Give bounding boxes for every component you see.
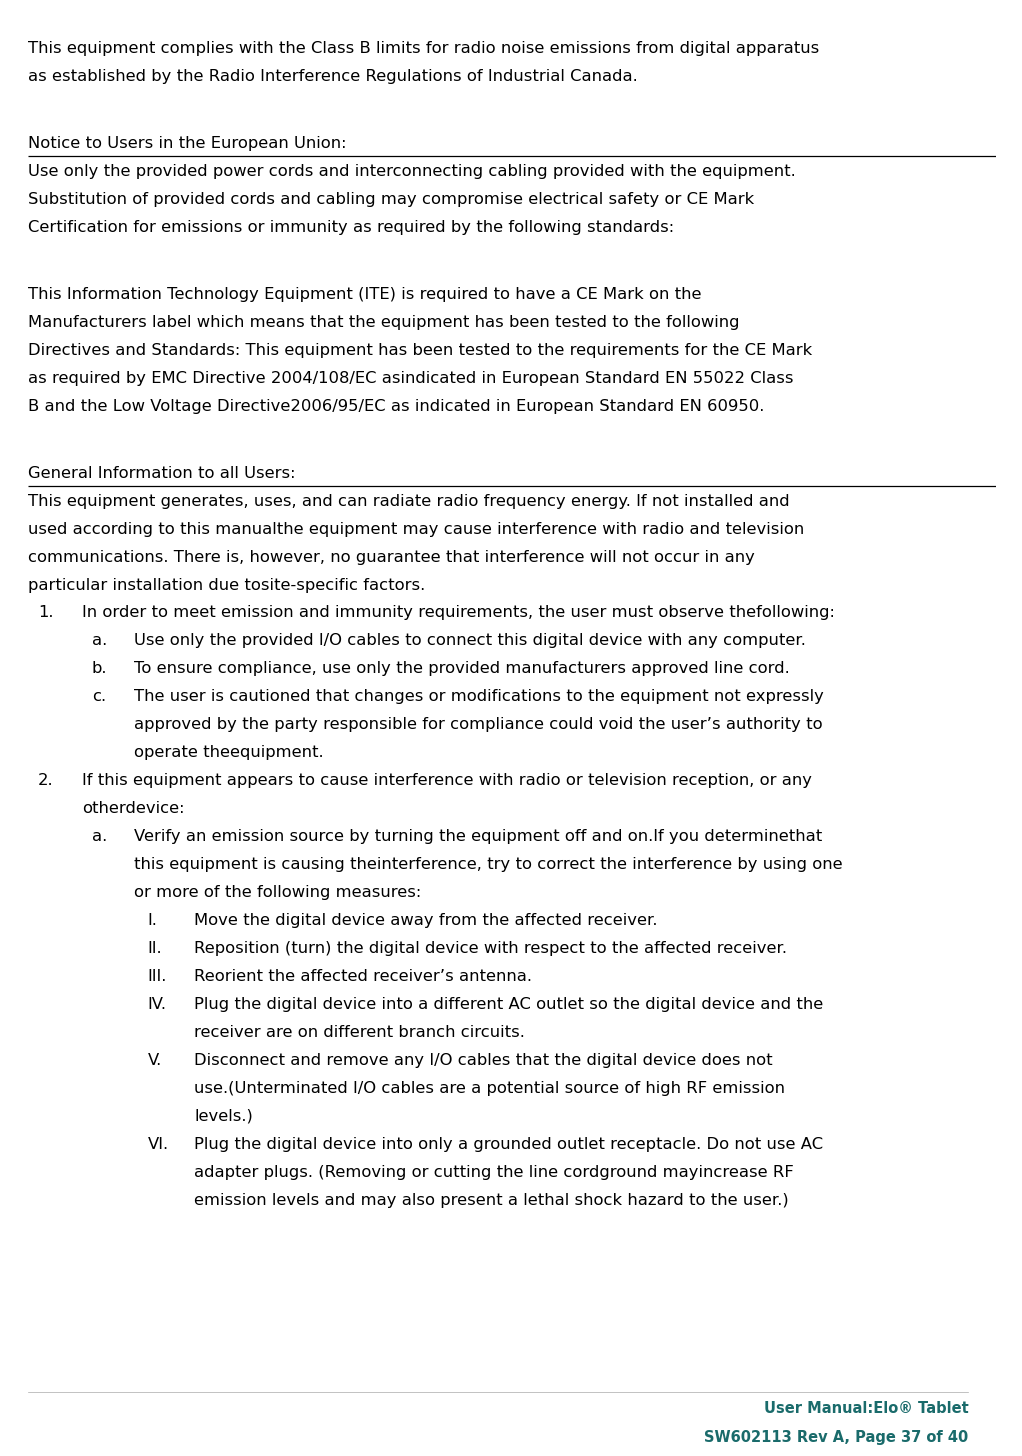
Text: III.: III.: [147, 968, 167, 984]
Text: 1.: 1.: [38, 606, 53, 620]
Text: c.: c.: [92, 689, 106, 705]
Text: Use only the provided I/O cables to connect this digital device with any compute: Use only the provided I/O cables to conn…: [135, 633, 806, 648]
Text: In order to meet emission and immunity requirements, the user must observe thefo: In order to meet emission and immunity r…: [82, 606, 835, 620]
Text: operate theequipment.: operate theequipment.: [135, 745, 324, 760]
Text: use.(Unterminated I/O cables are a potential source of high RF emission: use.(Unterminated I/O cables are a poten…: [194, 1080, 785, 1096]
Text: General Information to all Users:: General Information to all Users:: [28, 466, 295, 480]
Text: approved by the party responsible for compliance could void the user’s authority: approved by the party responsible for co…: [135, 718, 823, 732]
Text: If this equipment appears to cause interference with radio or television recepti: If this equipment appears to cause inter…: [82, 773, 811, 788]
Text: Use only the provided power cords and interconnecting cabling provided with the : Use only the provided power cords and in…: [28, 163, 796, 179]
Text: SW602113 Rev A, Page 37 of 40: SW602113 Rev A, Page 37 of 40: [704, 1430, 968, 1444]
Text: Substitution of provided cords and cabling may compromise electrical safety or C: Substitution of provided cords and cabli…: [28, 192, 754, 207]
Text: Manufacturers label which means that the equipment has been tested to the follow: Manufacturers label which means that the…: [28, 314, 739, 329]
Text: Certification for emissions or immunity as required by the following standards:: Certification for emissions or immunity …: [28, 220, 675, 234]
Text: a.: a.: [92, 633, 107, 648]
Text: Disconnect and remove any I/O cables that the digital device does not: Disconnect and remove any I/O cables tha…: [194, 1053, 773, 1067]
Text: Reorient the affected receiver’s antenna.: Reorient the affected receiver’s antenna…: [194, 968, 532, 984]
Text: Directives and Standards: This equipment has been tested to the requirements for: Directives and Standards: This equipment…: [28, 342, 812, 358]
Text: VI.: VI.: [147, 1137, 169, 1152]
Text: II.: II.: [147, 941, 162, 957]
Text: I.: I.: [147, 913, 157, 927]
Text: otherdevice:: otherdevice:: [82, 801, 184, 817]
Text: Move the digital device away from the affected receiver.: Move the digital device away from the af…: [194, 913, 658, 927]
Text: receiver are on different branch circuits.: receiver are on different branch circuit…: [194, 1025, 525, 1040]
Text: To ensure compliance, use only the provided manufacturers approved line cord.: To ensure compliance, use only the provi…: [135, 661, 790, 677]
Text: emission levels and may also present a lethal shock hazard to the user.): emission levels and may also present a l…: [194, 1192, 789, 1207]
Text: particular installation due tosite-specific factors.: particular installation due tosite-speci…: [28, 578, 425, 593]
Text: This equipment complies with the Class B limits for radio noise emissions from d: This equipment complies with the Class B…: [28, 41, 820, 55]
Text: a.: a.: [92, 828, 107, 844]
Text: adapter plugs. (Removing or cutting the line cordground mayincrease RF: adapter plugs. (Removing or cutting the …: [194, 1165, 794, 1179]
Text: communications. There is, however, no guarantee that interference will not occur: communications. There is, however, no gu…: [28, 549, 755, 565]
Text: used according to this manualthe equipment may cause interference with radio and: used according to this manualthe equipme…: [28, 521, 804, 537]
Text: IV.: IV.: [147, 997, 167, 1012]
Text: as required by EMC Directive 2004/108/EC asindicated in European Standard EN 550: as required by EMC Directive 2004/108/EC…: [28, 371, 793, 386]
Text: Plug the digital device into a different AC outlet so the digital device and the: Plug the digital device into a different…: [194, 997, 824, 1012]
Text: Verify an emission source by turning the equipment off and on.If you determineth: Verify an emission source by turning the…: [135, 828, 823, 844]
Text: V.: V.: [147, 1053, 161, 1067]
Text: User Manual:Elo® Tablet: User Manual:Elo® Tablet: [763, 1401, 968, 1415]
Text: levels.): levels.): [194, 1108, 253, 1124]
Text: or more of the following measures:: or more of the following measures:: [135, 885, 422, 900]
Text: this equipment is causing theinterference, try to correct the interference by us: this equipment is causing theinterferenc…: [135, 858, 843, 872]
Text: Reposition (turn) the digital device with respect to the affected receiver.: Reposition (turn) the digital device wit…: [194, 941, 787, 957]
Text: b.: b.: [92, 661, 107, 677]
Text: as established by the Radio Interference Regulations of Industrial Canada.: as established by the Radio Interference…: [28, 68, 638, 84]
Text: This Information Technology Equipment (ITE) is required to have a CE Mark on the: This Information Technology Equipment (I…: [28, 287, 701, 301]
Text: The user is cautioned that changes or modifications to the equipment not express: The user is cautioned that changes or mo…: [135, 689, 825, 705]
Text: This equipment generates, uses, and can radiate radio frequency energy. If not i: This equipment generates, uses, and can …: [28, 494, 790, 508]
Text: 2.: 2.: [38, 773, 53, 788]
Text: Plug the digital device into only a grounded outlet receptacle. Do not use AC: Plug the digital device into only a grou…: [194, 1137, 824, 1152]
Text: Notice to Users in the European Union:: Notice to Users in the European Union:: [28, 135, 346, 151]
Text: B and the Low Voltage Directive2006/95/EC as indicated in European Standard EN 6: B and the Low Voltage Directive2006/95/E…: [28, 399, 764, 414]
